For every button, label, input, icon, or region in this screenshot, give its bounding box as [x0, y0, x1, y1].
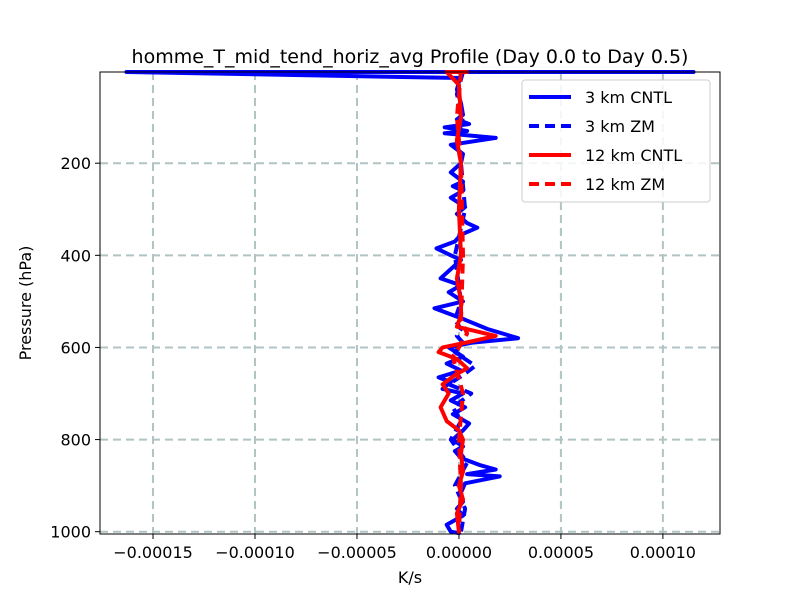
- x-axis: −0.00015 −0.00010 −0.00005 0.00000 0.00005 0.…: [113, 534, 696, 562]
- series-line-3-km-cntl: [124, 70, 696, 536]
- y-tick-label: 200: [60, 154, 91, 173]
- y-axis: 200 400 600 800 1000: [50, 154, 100, 542]
- x-axis-label: K/s: [398, 568, 422, 587]
- y-tick-label: 400: [60, 246, 91, 265]
- plot-area: [124, 70, 696, 536]
- legend-box: [521, 79, 711, 203]
- axes-frame: [99, 71, 721, 535]
- legend-label: 3 km CNTL: [585, 88, 672, 107]
- series-line-3-km-zm: [446, 71, 478, 533]
- x-tick-label: −0.00005: [317, 543, 397, 562]
- x-tick-label: −0.00015: [113, 543, 193, 562]
- chart-title: homme_T_mid_tend_horiz_avg Profile (Day …: [132, 46, 689, 68]
- y-tick-label: 600: [60, 338, 91, 357]
- legend: 3 km CNTL 3 km ZM 12 km CNTL 12 km ZM: [521, 79, 711, 203]
- x-tick-label: −0.00010: [215, 543, 295, 562]
- legend-label: 12 km ZM: [585, 175, 665, 194]
- x-tick-label: 0.00005: [528, 543, 594, 562]
- y-tick-label: 1000: [50, 523, 91, 542]
- legend-label: 12 km CNTL: [585, 146, 682, 165]
- y-tick-label: 800: [60, 431, 91, 450]
- x-tick-label: 0.00010: [630, 543, 696, 562]
- y-axis-label: Pressure (hPa): [16, 246, 35, 361]
- legend-label: 3 km ZM: [585, 117, 655, 136]
- series-line-12-km-zm: [450, 71, 470, 532]
- x-tick-label: 0.00000: [426, 543, 492, 562]
